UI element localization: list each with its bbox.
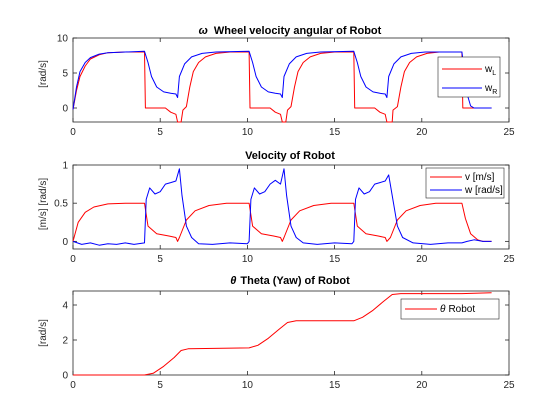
theta-panel: θ Theta (Yaw) of Robot [rad/s] 0 5 10 15 20 25… xyxy=(38,275,515,391)
panel-3-legend: θ Robot xyxy=(400,298,500,320)
x-tick-label: 10 xyxy=(242,254,254,265)
series-line-w-l xyxy=(72,51,492,123)
x-tick-label: 5 xyxy=(157,254,163,265)
panel-2-legend: v [m/s] w [rad/s] xyxy=(425,167,505,199)
panel-1-title: ω Wheel velocity angular of Robot xyxy=(199,25,382,37)
x-tick-label: 15 xyxy=(329,254,341,265)
legend-theta-label: θ Robot xyxy=(440,304,475,315)
panel-3-series xyxy=(73,292,492,376)
series-line--robot xyxy=(73,292,492,376)
panel-1-title-symbol: ω xyxy=(199,25,208,37)
panel-2-y-label: [m/s] [rad/s] xyxy=(38,178,49,230)
x-tick-label: 10 xyxy=(242,380,254,391)
y-tick-label: 0.5 xyxy=(54,199,68,210)
panel-3-ticks: 0 5 10 15 20 25 0 2 4 xyxy=(62,291,515,391)
panel-3-title-symbol: θ xyxy=(230,275,236,287)
panel-3-title: θ Theta (Yaw) of Robot xyxy=(230,275,350,287)
x-tick-label: 5 xyxy=(157,127,163,138)
x-tick-label: 5 xyxy=(157,380,163,391)
series-line-w-rad-s- xyxy=(72,168,492,246)
y-tick-label: 0 xyxy=(62,237,68,248)
x-tick-label: 10 xyxy=(242,127,254,138)
wheel-velocity-panel: ω Wheel velocity angular of Robot [rad/s]… xyxy=(38,25,515,138)
y-tick-label: 5 xyxy=(62,69,68,80)
panel-2-legend-box xyxy=(425,167,505,199)
legend-wl-label: wL xyxy=(484,64,496,77)
y-tick-label: 0 xyxy=(62,104,68,115)
panel-3-y-label: [rad/s] xyxy=(38,319,49,347)
x-tick-label: 20 xyxy=(416,380,428,391)
x-tick-label: 0 xyxy=(70,380,76,391)
y-tick-label: 4 xyxy=(62,301,68,312)
y-tick-label: 2 xyxy=(62,336,68,347)
y-tick-label: 0 xyxy=(62,371,68,382)
legend-wr-label: wR xyxy=(484,83,497,96)
panel-1-series xyxy=(72,50,492,123)
panel-1-legend: wL wR xyxy=(437,56,501,98)
robot-velocity-panel: Velocity of Robot [m/s] [rad/s] 0 5 10 15 20… xyxy=(38,150,515,265)
panel-3-legend-box xyxy=(400,298,500,320)
x-tick-label: 20 xyxy=(416,127,428,138)
panel-1-title-text: Wheel velocity angular of Robot xyxy=(214,25,382,37)
x-tick-label: 25 xyxy=(503,380,515,391)
series-line-v-m-s- xyxy=(72,202,492,242)
panel-1-legend-box xyxy=(437,56,501,98)
panel-2-ticks: 0 5 10 15 20 25 0 0.5 1 xyxy=(54,161,515,266)
x-tick-label: 0 xyxy=(70,254,76,265)
x-tick-label: 20 xyxy=(416,254,428,265)
series-line-w-r xyxy=(72,50,492,110)
x-tick-label: 15 xyxy=(329,380,341,391)
panel-3-title-text: Theta (Yaw) of Robot xyxy=(240,275,350,287)
legend-v-label: v [m/s] xyxy=(465,172,495,183)
legend-w-label: w [rad/s] xyxy=(464,185,503,196)
x-tick-label: 15 xyxy=(329,127,341,138)
panel-1-ticks: 0 5 10 15 20 25 0 5 10 xyxy=(57,34,515,139)
panel-2-title: Velocity of Robot xyxy=(245,150,335,162)
x-tick-label: 0 xyxy=(70,127,76,138)
x-tick-label: 25 xyxy=(503,127,515,138)
panel-1-y-label: [rad/s] xyxy=(38,60,49,88)
y-tick-label: 1 xyxy=(62,161,68,172)
x-tick-label: 25 xyxy=(503,254,515,265)
panel-2-series xyxy=(72,168,492,246)
y-tick-label: 10 xyxy=(57,34,69,45)
